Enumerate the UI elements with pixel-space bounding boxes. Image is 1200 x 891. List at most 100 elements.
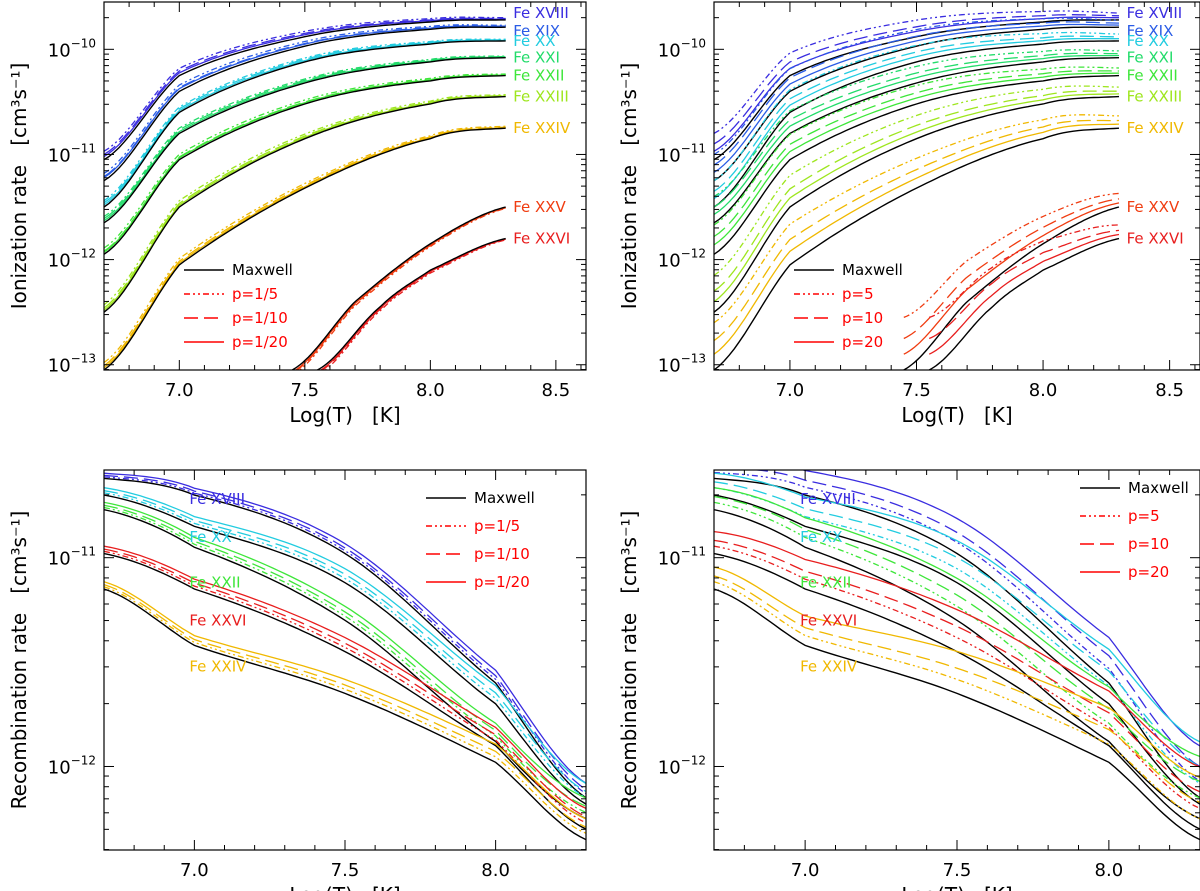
ion-label-fe-xxv: Fe XXV — [1127, 198, 1180, 216]
ion-label-fe-xxv: Fe XXV — [513, 198, 566, 216]
ion-label-fe-xxii: Fe XXII — [189, 574, 240, 592]
series-line-fe-xviii-kappa-3 — [104, 18, 506, 158]
series-line-fe-xxv-kappa-1 — [903, 192, 1120, 319]
series-line-fe-xviii-kappa-2 — [104, 474, 586, 791]
y-axis-label: Recombination rate [cm³s⁻¹] — [617, 511, 641, 810]
x-tick-label: 8.5 — [542, 380, 571, 401]
series-line-fe-xviii-kappa-2 — [749, 470, 1200, 768]
ion-label-fe-xxiv: Fe XXIV — [1127, 119, 1185, 137]
y-axis-label: Ionization rate [cm³s⁻¹] — [7, 63, 31, 310]
series-line-fe-xxiv-kappa-1 — [104, 586, 586, 834]
series-line-fe-xxii-kappa-2 — [104, 504, 586, 807]
y-tick-label: 10−12 — [48, 753, 96, 778]
series-line-fe-xxiv-maxwell — [104, 127, 506, 370]
series-line-fe-xx-maxwell — [714, 494, 1200, 805]
series-line-fe-xxi-kappa-3 — [104, 56, 506, 222]
panel-top-left: 7.0 7.5 8.0 8.5 10−13 10−12 10−11 10−10 Log(T) [… — [7, 1, 587, 427]
ion-label-fe-xx: Fe XX — [800, 528, 842, 546]
plot-area — [714, 10, 1120, 370]
series-line-fe-xxii-kappa-1 — [104, 73, 506, 249]
series-line-fe-xx-kappa-3 — [104, 487, 586, 784]
series-line-fe-xx-maxwell — [714, 40, 1120, 208]
series-line-fe-xix-kappa-1 — [714, 17, 1120, 156]
ion-label-fe-xx: Fe XX — [513, 32, 555, 50]
series-line-fe-xxi-kappa-2 — [104, 55, 506, 220]
x-tick-label: 7.5 — [902, 380, 931, 401]
series-line-fe-xx-kappa-1 — [104, 492, 586, 799]
y-tick-label: 10−12 — [658, 753, 706, 778]
x-axis-label: Log(T) [K] — [289, 403, 400, 427]
y-tick-label: 10−12 — [48, 247, 96, 272]
x-tick-label: 7.5 — [291, 380, 320, 401]
legend-label-maxwell: Maxwell — [842, 261, 903, 279]
legend-label-kappa-3: p=20 — [842, 333, 883, 351]
series-line-fe-xxiv-kappa-3 — [714, 566, 1200, 779]
series-line-fe-xxii-maxwell — [714, 509, 1200, 820]
series-line-fe-xxvi-maxwell — [928, 237, 1120, 370]
series-line-fe-xxvi-kappa-1 — [324, 239, 506, 370]
series-line-fe-xxvi-kappa-1 — [104, 550, 586, 824]
series-line-fe-xxii-kappa-3 — [104, 501, 586, 799]
legend-label-kappa-1: p=1/5 — [474, 517, 520, 535]
series-line-fe-xx-kappa-2 — [104, 39, 506, 204]
x-axis-label: Log(T) [K] — [289, 883, 400, 891]
ion-label-fe-xxiv: Fe XXIV — [189, 657, 247, 675]
legend-label-maxwell: Maxwell — [232, 261, 293, 279]
plot-area — [104, 472, 586, 841]
legend-label-kappa-3: p=1/20 — [232, 333, 288, 351]
series-line-fe-xxiv-kappa-3 — [104, 581, 586, 820]
y-tick-label: 10−13 — [48, 352, 96, 377]
ion-label-fe-xx: Fe XX — [189, 528, 231, 546]
series-line-fe-xix-kappa-2 — [714, 21, 1120, 166]
series-line-fe-xviii-maxwell — [104, 19, 506, 161]
ion-label-fe-xxii: Fe XXII — [513, 67, 564, 85]
series-line-fe-xxiv-kappa-2 — [714, 575, 1200, 803]
x-axis-label: Log(T) [K] — [901, 403, 1012, 427]
series-line-fe-xix-kappa-1 — [104, 24, 506, 174]
legend-label-kappa-2: p=1/10 — [232, 309, 288, 327]
series-line-fe-xx-kappa-3 — [104, 39, 506, 206]
series-line-fe-xviii-kappa-3 — [801, 470, 1200, 747]
series-line-fe-xxii-kappa-3 — [714, 72, 1120, 246]
series-line-fe-xxiv-kappa-1 — [714, 114, 1120, 324]
ion-label-fe-xviii: Fe XVIII — [800, 490, 856, 508]
panel-bottom-right: 7.0 7.5 8.0 10−12 10−11 Log(T) [K] Recombinati… — [617, 469, 1200, 891]
ion-label-fe-xxii: Fe XXII — [1127, 67, 1178, 85]
series-line-fe-xxiv-maxwell — [104, 588, 586, 841]
panel-top-right: 7.0 7.5 8.0 8.5 10−13 10−12 10−11 10−10 Log(T) [… — [617, 1, 1200, 427]
series-line-fe-xx-kappa-3 — [714, 472, 1200, 743]
ion-label-fe-xix: Fe XIX — [513, 22, 560, 40]
y-axis-label: Ionization rate [cm³s⁻¹] — [617, 63, 641, 310]
legend-label-kappa-2: p=10 — [842, 309, 883, 327]
series-line-fe-xxiii-maxwell — [104, 95, 506, 313]
series-line-fe-xxiii-kappa-1 — [714, 85, 1120, 276]
y-tick-label: 10−10 — [48, 36, 96, 61]
series-line-fe-xxiv-maxwell — [714, 127, 1120, 370]
series-line-fe-xxvi-kappa-1 — [714, 545, 1200, 809]
series-line-fe-xxvi-kappa-1 — [928, 224, 1120, 319]
ion-label-fe-xviii: Fe XVIII — [1127, 4, 1183, 22]
plot-area — [714, 470, 1200, 841]
series-line-fe-xxi-kappa-2 — [714, 52, 1119, 208]
series-line-fe-xxvi-kappa-3 — [104, 545, 586, 809]
x-tick-label: 7.0 — [791, 860, 820, 881]
series-line-fe-xxiv-kappa-1 — [104, 125, 506, 364]
legend: Maxwell p=1/5 p=1/10 p=1/20 — [426, 489, 535, 591]
series-line-fe-xxii-maxwell — [104, 74, 506, 255]
series-line-fe-xx-kappa-1 — [714, 31, 1120, 182]
x-axis-label: Log(T) [K] — [901, 883, 1012, 891]
ion-label-fe-xxvi: Fe XXVI — [513, 230, 570, 248]
series-line-fe-xxiv-kappa-3 — [104, 126, 506, 369]
y-tick-label: 10−13 — [658, 352, 706, 377]
series-line-fe-xviii-kappa-1 — [714, 10, 1120, 134]
x-tick-label: 8.0 — [481, 860, 510, 881]
series-line-fe-xxiii-maxwell — [714, 95, 1120, 313]
series-line-fe-xxiv-maxwell — [714, 588, 1200, 841]
series-line-fe-xxi-maxwell — [714, 57, 1120, 224]
legend-label-kappa-2: p=10 — [1128, 535, 1169, 553]
y-tick-label: 10−11 — [658, 141, 706, 166]
series-line-fe-xxiii-kappa-1 — [104, 94, 506, 306]
series-line-fe-xxv-kappa-2 — [903, 198, 1120, 340]
series-line-fe-xx-kappa-1 — [714, 487, 1200, 784]
series-line-fe-xxiii-kappa-3 — [104, 95, 506, 311]
